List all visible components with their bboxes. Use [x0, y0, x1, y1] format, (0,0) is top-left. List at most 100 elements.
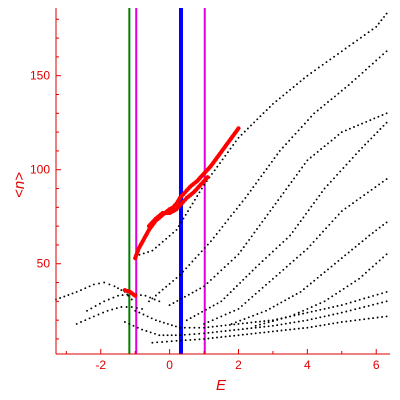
eigenvalue-point: [265, 309, 267, 312]
eigenvalue-point: [358, 298, 361, 301]
eigenvalue-point: [354, 300, 357, 303]
eigenvalue-point: [154, 332, 156, 335]
eigenvalue-point: [364, 143, 367, 146]
eigenvalue-point: [280, 323, 283, 326]
eigenvalue-point: [337, 92, 340, 95]
eigenvalue-point: [349, 309, 352, 312]
eigenvalue-point: [247, 316, 250, 319]
eigenvalue-point: [306, 326, 309, 329]
eigenvalue-point: [237, 322, 240, 325]
eigenvalue-point: [250, 235, 253, 238]
eigenvalue-point: [376, 131, 379, 134]
x-tick-label: 6: [373, 358, 380, 372]
eigenvalue-point: [315, 198, 318, 201]
eigenvalue-point: [380, 19, 383, 22]
eigenvalue-point: [111, 308, 114, 311]
eigenvalue-point: [120, 306, 123, 308]
eigenvalue-point: [315, 237, 318, 240]
eigenvalue-point: [320, 274, 323, 276]
eigenvalue-point: [289, 234, 292, 237]
eigenvalue-point: [326, 184, 329, 187]
eigenvalue-point: [158, 334, 161, 337]
eigenvalue-point: [174, 325, 177, 328]
eigenvalue-point: [322, 230, 324, 233]
eigenvalue-point: [113, 285, 116, 288]
eigenvalue-point: [297, 313, 300, 316]
eigenvalue-point: [385, 50, 388, 53]
eigenvalue-point: [323, 187, 326, 190]
eigenvalue-point: [345, 310, 348, 313]
eigenvalue-point: [372, 317, 375, 320]
eigenvalue-point: [259, 115, 262, 118]
eigenvalue-point: [206, 282, 209, 285]
eigenvalue-point: [359, 196, 362, 199]
highlighted-point: [236, 126, 241, 131]
eigenvalue-point: [302, 250, 305, 253]
eigenvalue-point: [364, 271, 367, 274]
eigenvalue-point: [241, 333, 244, 336]
eigenvalue-point: [271, 206, 274, 209]
eigenvalue-point: [319, 302, 322, 305]
eigenvalue-point: [357, 124, 360, 127]
eigenvalue-point: [377, 115, 380, 118]
eigenvalue-point: [356, 39, 359, 42]
eigenvalue-point: [98, 302, 101, 305]
eigenvalue-point: [284, 329, 287, 331]
eigenvalue-point: [295, 173, 298, 176]
eigenvalue-point: [335, 292, 338, 295]
eigenvalue-point: [120, 289, 123, 292]
eigenvalue-point: [203, 338, 206, 340]
eigenvalue-point: [327, 323, 330, 326]
eigenvalue-point: [182, 270, 185, 273]
eigenvalue-point: [263, 325, 266, 328]
eigenvalue-point: [250, 321, 253, 324]
eigenvalue-point: [165, 340, 168, 343]
eigenvalue-point: [345, 163, 348, 166]
eigenvalue-point: [379, 128, 382, 130]
eigenvalue-point: [211, 172, 213, 175]
eigenvalue-point: [269, 209, 272, 212]
eigenvalue-point: [97, 313, 100, 316]
eigenvalue-point: [368, 268, 371, 271]
eigenvalue-point: [285, 237, 288, 240]
eigenvalue-point: [232, 288, 235, 290]
eigenvalue-point: [188, 263, 191, 266]
eigenvalue-point: [183, 295, 186, 298]
eigenvalue-point: [317, 66, 320, 69]
eigenvalue-point: [342, 287, 345, 290]
eigenvalue-point: [224, 313, 227, 316]
eigenvalue-point: [246, 127, 249, 130]
eigenvalue-point: [325, 61, 328, 64]
eigenvalue-point: [243, 130, 246, 133]
eigenvalue-point: [84, 319, 87, 322]
eigenvalue-point: [240, 249, 243, 252]
eigenvalue-point: [329, 58, 332, 61]
eigenvalue-point: [299, 80, 302, 83]
eigenvalue-point: [342, 167, 345, 169]
eigenvalue-point: [332, 322, 335, 325]
eigenvalue-point: [126, 293, 129, 296]
eigenvalue-point: [285, 265, 288, 268]
eigenvalue-point: [203, 326, 206, 329]
eigenvalue-point: [260, 175, 263, 178]
eigenvalue-point: [265, 283, 267, 286]
eigenvalue-point: [237, 136, 240, 139]
eigenvalue-point: [71, 292, 74, 295]
eigenvalue-point: [333, 177, 335, 180]
eigenvalue-point: [371, 265, 374, 268]
eigenvalue-point: [271, 319, 274, 322]
eigenvalue-point: [189, 338, 192, 341]
eigenvalue-point: [381, 301, 384, 304]
eigenvalue-point: [255, 182, 257, 185]
eigenvalue-point: [367, 317, 370, 320]
eigenvalue-point: [107, 298, 110, 301]
x-axis-title: E: [216, 377, 227, 394]
eigenvalue-point: [251, 295, 254, 298]
eigenvalue-point: [375, 229, 378, 232]
eigenvalue-point: [220, 336, 223, 339]
eigenvalue-point: [249, 189, 252, 192]
eigenvalue-point: [161, 288, 164, 291]
eigenvalue-point: [354, 153, 357, 156]
eigenvalue-point: [270, 160, 273, 163]
eigenvalue-point: [158, 243, 161, 246]
